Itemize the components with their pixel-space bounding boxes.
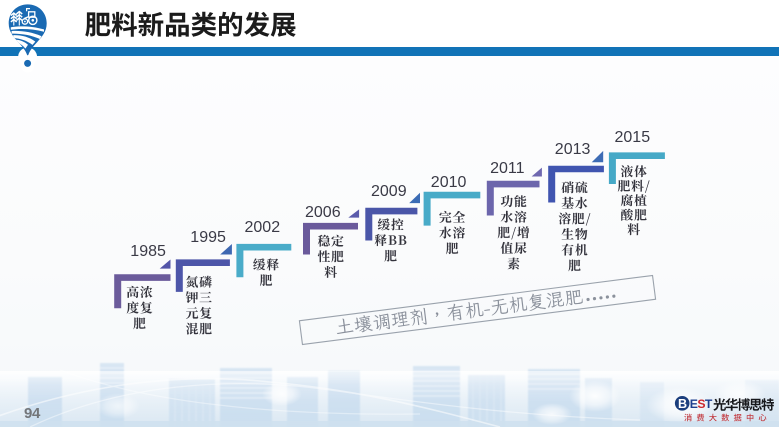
svg-text:B: B xyxy=(678,397,687,411)
svg-text:EST: EST xyxy=(690,397,713,411)
